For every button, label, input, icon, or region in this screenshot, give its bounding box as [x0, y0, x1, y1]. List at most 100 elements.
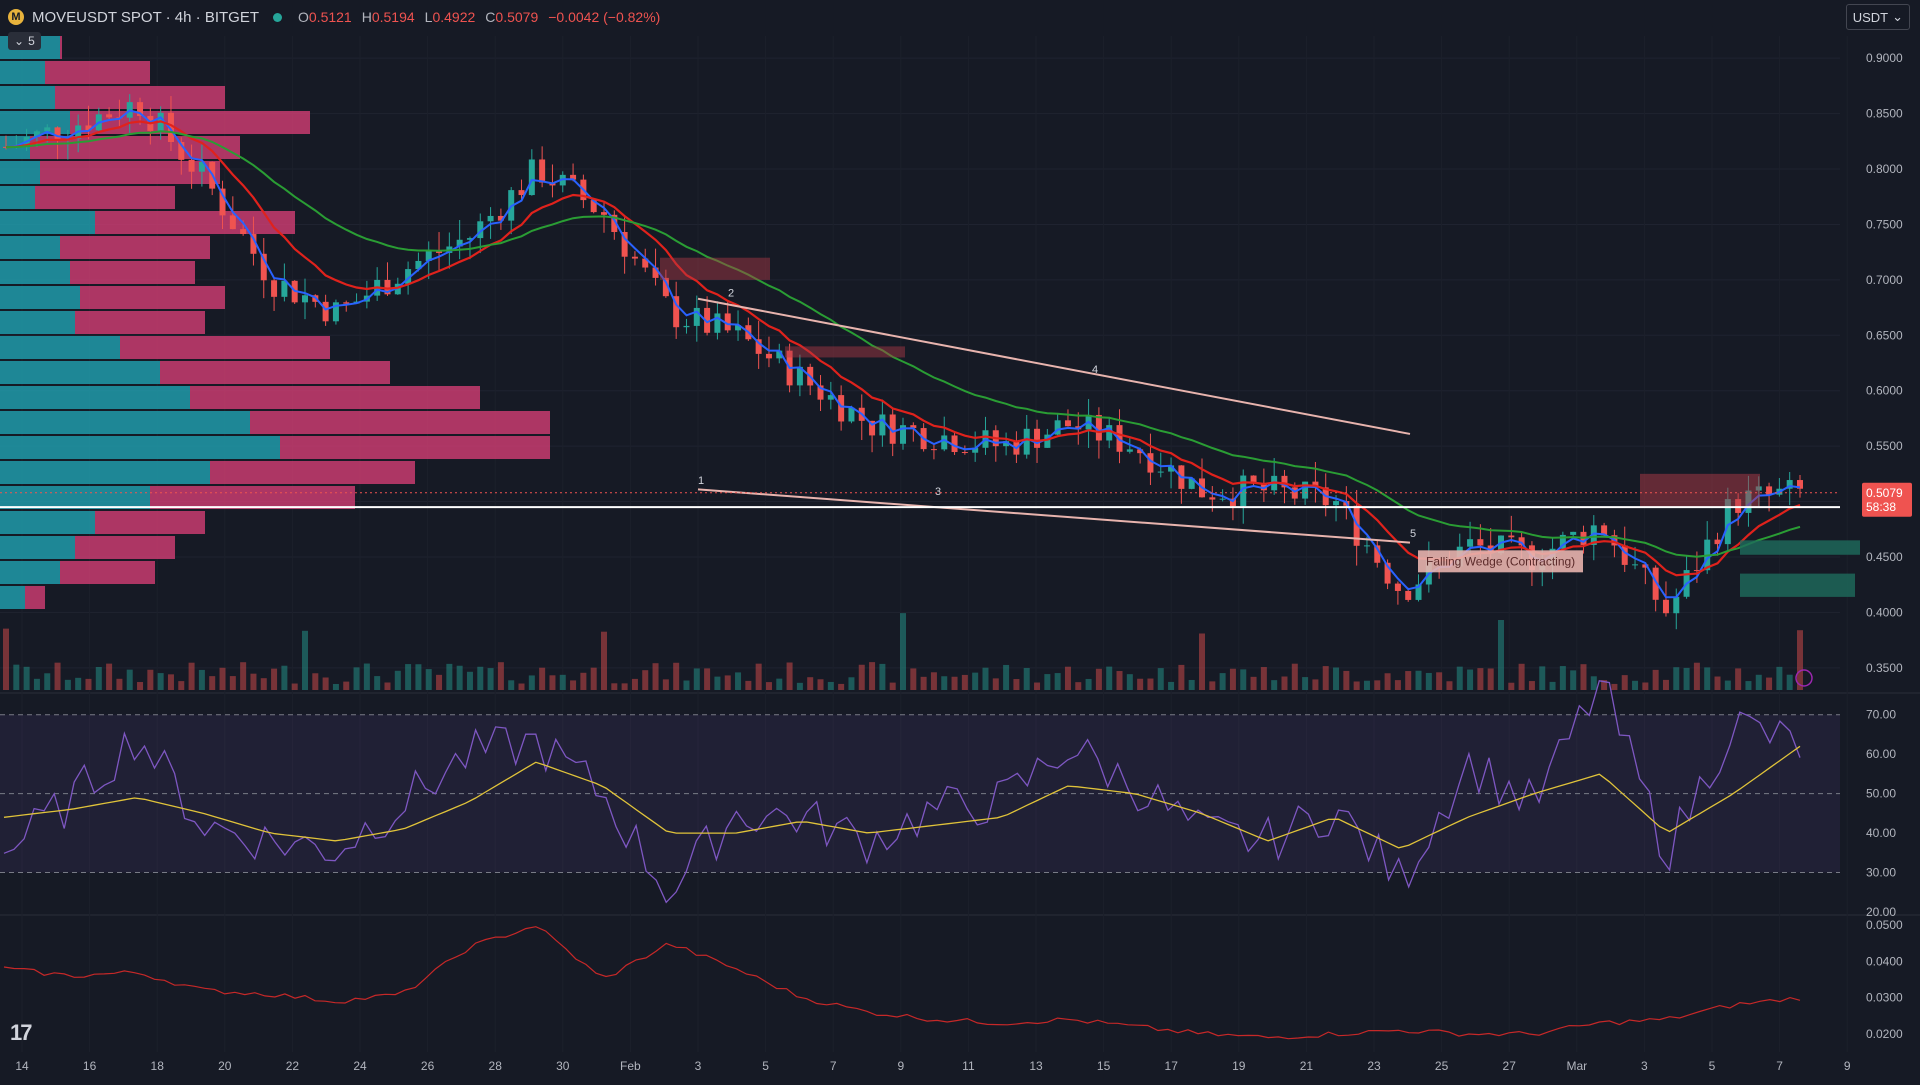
volume-bar	[1199, 633, 1205, 690]
volume-bar	[652, 663, 659, 690]
volume-profile-sell-bar	[210, 461, 415, 484]
volume-bar	[1446, 681, 1453, 690]
low-value: 0.4922	[432, 9, 476, 25]
time-axis-label: 19	[1232, 1059, 1246, 1073]
volume-bar	[704, 668, 711, 690]
candle-body	[693, 307, 700, 326]
candle-body	[1601, 525, 1608, 536]
candle-body	[1034, 428, 1041, 448]
volume-bar	[930, 672, 937, 690]
volume-profile-buy-bar	[0, 186, 35, 209]
volume-bar	[1353, 681, 1360, 690]
volume-profile-buy-bar	[0, 161, 40, 184]
currency-select[interactable]: USDT ⌄	[1845, 4, 1910, 30]
volume-bar	[1632, 680, 1639, 690]
candle-body	[1312, 481, 1319, 488]
time-axis-label: 22	[286, 1059, 300, 1073]
candle-body	[1652, 567, 1659, 600]
volume-bar	[1003, 664, 1010, 690]
volume-bar	[1240, 669, 1247, 690]
time-axis-label: 18	[151, 1059, 165, 1073]
volume-bar	[683, 680, 690, 690]
volume-bar	[1570, 670, 1577, 690]
time-axis-label: 21	[1300, 1059, 1314, 1073]
volume-bar	[858, 664, 865, 690]
candle-body	[1106, 425, 1113, 441]
volume-bar	[1436, 672, 1443, 690]
wedge-point-label: 2	[728, 287, 734, 299]
volume-bar	[1642, 682, 1649, 690]
candle-body	[900, 425, 906, 444]
volume-bar	[106, 663, 113, 690]
volume-bar	[1064, 666, 1071, 690]
volume-bar	[95, 666, 102, 690]
candle-body	[198, 161, 205, 172]
time-axis-label: 28	[489, 1059, 503, 1073]
indicators-toggle-button[interactable]: ⌄ 5	[8, 32, 41, 50]
volume-bar	[662, 679, 669, 690]
volume-bar	[44, 673, 51, 690]
candle-body	[1724, 499, 1731, 545]
candle-body	[1714, 539, 1721, 545]
candle-body	[817, 385, 824, 400]
candle-body	[1415, 584, 1422, 600]
volume-bar	[1528, 681, 1535, 690]
volume-bar	[446, 663, 453, 690]
price-axis-tick: 0.7000	[1866, 273, 1903, 287]
volume-bar	[1085, 678, 1092, 690]
volume-bar	[1188, 679, 1195, 690]
volume-bar	[755, 663, 762, 690]
symbol-logo-icon[interactable]: M	[8, 9, 24, 25]
candle-body	[1168, 465, 1175, 472]
osc-axis-tick: 0.0500	[1866, 918, 1903, 932]
volume-bar	[64, 679, 71, 690]
volume-profile-buy-bar	[0, 61, 45, 84]
time-axis-label: 9	[1844, 1059, 1851, 1073]
volume-bar	[1518, 663, 1525, 690]
volume-profile-sell-bar	[75, 536, 175, 559]
volume-bar	[776, 678, 783, 690]
candle-body	[1302, 481, 1309, 499]
volume-bar	[1621, 675, 1628, 690]
volume-profile-sell-bar	[280, 436, 550, 459]
candle-body	[796, 366, 803, 386]
volume-bar	[497, 662, 504, 690]
volume-bar	[198, 669, 205, 690]
volume-bar	[3, 628, 9, 690]
symbol-title[interactable]: MOVEUSDT SPOT · 4h · BITGET	[32, 8, 259, 26]
volume-bar	[951, 676, 958, 690]
volume-bar	[1013, 679, 1020, 690]
volume-bar	[1662, 679, 1669, 690]
candle-body	[570, 174, 577, 180]
volume-bar	[900, 613, 906, 690]
volume-profile-buy-bar	[0, 536, 75, 559]
time-axis-label: 3	[695, 1059, 702, 1073]
volume-bar	[693, 668, 700, 690]
chart-header: M MOVEUSDT SPOT · 4h · BITGET O0.5121 H0…	[0, 0, 1848, 34]
candle-body	[281, 280, 288, 297]
candle-body	[302, 295, 308, 303]
volume-bar	[1693, 662, 1700, 690]
volume-profile-buy-bar	[0, 436, 280, 459]
volume-bar	[1394, 680, 1401, 690]
candle-body	[765, 353, 772, 359]
candle-body	[260, 253, 267, 281]
price-axis-tick: 0.6000	[1866, 384, 1903, 398]
volume-profile-buy-bar	[0, 261, 70, 284]
volume-bar	[353, 667, 360, 690]
volume-bar	[1559, 666, 1566, 690]
volume-profile-buy-bar	[0, 86, 55, 109]
candle-body	[1467, 539, 1474, 547]
time-axis-label: 5	[1709, 1059, 1716, 1073]
tradingview-logo-icon[interactable]: 17	[10, 1020, 33, 1045]
candle-body	[714, 313, 721, 333]
change-value: −0.0042 (−0.82%)	[548, 9, 661, 25]
pattern-label-text: Falling Wedge (Contracting)	[1426, 554, 1575, 568]
volume-bar	[466, 671, 473, 690]
candle-body	[848, 407, 855, 422]
time-axis-label: Mar	[1566, 1059, 1587, 1073]
candle-body	[3, 146, 9, 148]
candle-body	[1632, 564, 1639, 566]
